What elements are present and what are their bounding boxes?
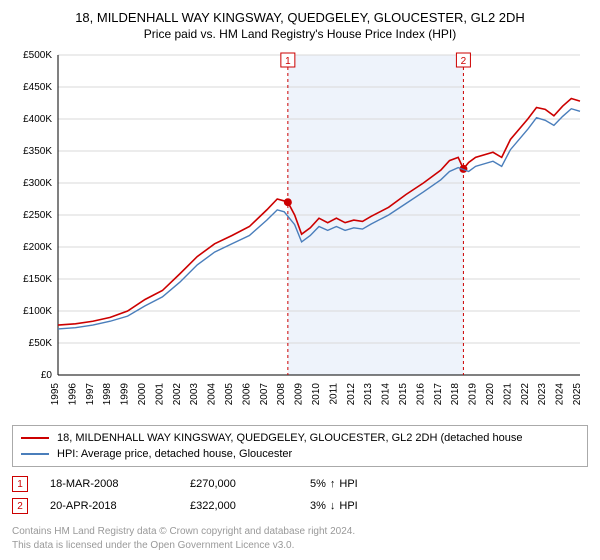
marker-table: 1 18-MAR-2008 £270,000 5% ↑ HPI 2 20-APR… <box>12 473 588 517</box>
svg-text:2000: 2000 <box>137 383 148 406</box>
page: 18, MILDENHALL WAY KINGSWAY, QUEDGELEY, … <box>0 0 600 560</box>
svg-text:2009: 2009 <box>294 383 305 406</box>
svg-text:£150K: £150K <box>23 274 52 285</box>
legend-label: HPI: Average price, detached house, Glou… <box>57 448 292 460</box>
svg-text:£0: £0 <box>41 370 53 381</box>
svg-text:2003: 2003 <box>189 383 200 406</box>
marker-row-2: 2 20-APR-2018 £322,000 3% ↓ HPI <box>12 495 588 517</box>
svg-text:£350K: £350K <box>23 146 52 157</box>
svg-text:£450K: £450K <box>23 82 52 93</box>
svg-text:2012: 2012 <box>346 383 357 406</box>
svg-text:£500K: £500K <box>23 50 52 61</box>
arrow-down-icon: ↓ <box>330 500 336 512</box>
legend-swatch <box>21 453 49 455</box>
marker-pct: 3% ↓ HPI <box>310 500 410 512</box>
marker-badge: 2 <box>12 498 28 514</box>
svg-text:£200K: £200K <box>23 242 52 253</box>
svg-text:2011: 2011 <box>328 383 339 405</box>
price-chart: £0 £50K £100K £150K £200K £250K £300K £350K £400… <box>12 49 588 419</box>
svg-text:2004: 2004 <box>207 383 218 406</box>
svg-text:£300K: £300K <box>23 178 52 189</box>
legend: 18, MILDENHALL WAY KINGSWAY, QUEDGELEY, … <box>12 425 588 467</box>
marker-badge: 1 <box>12 476 28 492</box>
page-subtitle: Price paid vs. HM Land Registry's House … <box>12 27 588 41</box>
page-title: 18, MILDENHALL WAY KINGSWAY, QUEDGELEY, … <box>12 10 588 25</box>
svg-text:2021: 2021 <box>502 383 513 406</box>
legend-item-hpi: HPI: Average price, detached house, Glou… <box>21 446 579 462</box>
legend-item-property: 18, MILDENHALL WAY KINGSWAY, QUEDGELEY, … <box>21 430 579 446</box>
svg-text:2008: 2008 <box>276 383 287 406</box>
svg-text:1996: 1996 <box>67 383 78 406</box>
marker-pct: 5% ↑ HPI <box>310 478 410 490</box>
svg-text:1: 1 <box>285 56 291 67</box>
svg-text:2018: 2018 <box>450 383 461 406</box>
svg-text:2017: 2017 <box>433 383 444 406</box>
svg-text:1998: 1998 <box>102 383 113 406</box>
arrow-up-icon: ↑ <box>330 478 336 490</box>
svg-text:2015: 2015 <box>398 383 409 406</box>
svg-text:2014: 2014 <box>381 383 392 406</box>
svg-text:2013: 2013 <box>363 383 374 406</box>
marker-date: 18-MAR-2008 <box>50 478 190 490</box>
svg-text:2: 2 <box>461 56 467 67</box>
svg-text:£400K: £400K <box>23 114 52 125</box>
svg-text:2019: 2019 <box>468 383 479 406</box>
svg-text:2006: 2006 <box>241 383 252 406</box>
svg-text:1995: 1995 <box>50 383 61 406</box>
chart-svg: £0 £50K £100K £150K £200K £250K £300K £350K £400… <box>12 49 588 419</box>
marker-row-1: 1 18-MAR-2008 £270,000 5% ↑ HPI <box>12 473 588 495</box>
legend-swatch <box>21 437 49 439</box>
svg-text:2002: 2002 <box>172 383 183 406</box>
svg-text:£250K: £250K <box>23 210 52 221</box>
svg-text:1999: 1999 <box>120 383 131 406</box>
svg-text:2024: 2024 <box>555 383 566 406</box>
marker-price: £322,000 <box>190 500 310 512</box>
svg-text:2020: 2020 <box>485 383 496 406</box>
svg-text:£50K: £50K <box>29 338 53 349</box>
svg-text:2010: 2010 <box>311 383 322 406</box>
svg-text:2016: 2016 <box>415 383 426 406</box>
svg-text:1997: 1997 <box>85 383 96 406</box>
svg-text:£100K: £100K <box>23 306 52 317</box>
svg-text:2025: 2025 <box>572 383 583 406</box>
svg-text:2022: 2022 <box>520 383 531 406</box>
svg-text:2023: 2023 <box>537 383 548 406</box>
svg-text:2005: 2005 <box>224 383 235 406</box>
svg-text:2001: 2001 <box>154 383 165 406</box>
legend-label: 18, MILDENHALL WAY KINGSWAY, QUEDGELEY, … <box>57 432 522 444</box>
footer-text: Contains HM Land Registry data © Crown c… <box>12 525 588 552</box>
marker-price: £270,000 <box>190 478 310 490</box>
marker-date: 20-APR-2018 <box>50 500 190 512</box>
svg-text:2007: 2007 <box>259 383 270 406</box>
